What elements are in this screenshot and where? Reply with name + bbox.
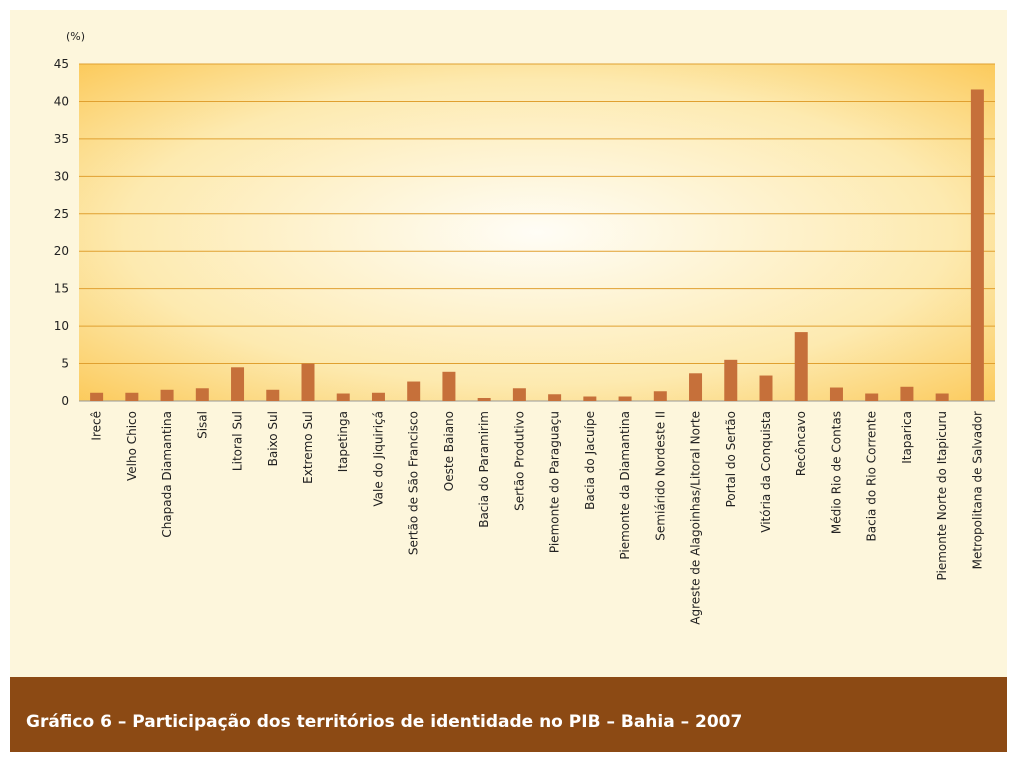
bar [724, 359, 738, 401]
x-tick-label: Médio Rio de Contas [829, 411, 843, 534]
x-tick-label: Itapetinga [336, 411, 350, 472]
y-tick-label: 35 [54, 132, 69, 146]
x-tick-label: Litoral Sul [231, 411, 245, 471]
x-tick-label: Vale do Jiquiriçá [371, 411, 385, 507]
bar [231, 367, 245, 401]
chart-title: Gráfico 6 – Participação dos territórios… [26, 712, 742, 732]
bar [900, 386, 914, 401]
bar [618, 396, 632, 401]
x-tick-label: Portal do Sertão [724, 411, 738, 507]
x-tick-label: Oeste Baiano [442, 411, 456, 491]
x-tick-label: Itaparica [900, 411, 914, 464]
bar [829, 387, 843, 401]
bar [548, 394, 562, 401]
x-tick-label: Bacia do Paramirim [477, 411, 491, 528]
x-tick-label: Baixo Sul [266, 411, 280, 466]
x-tick-label: Sertão de São Francisco [407, 411, 421, 555]
bar [336, 393, 350, 401]
x-tick-label: Recôncavo [794, 411, 808, 476]
bar [583, 396, 597, 401]
bar [653, 391, 667, 401]
x-tick-label: Vitória da Conquista [759, 411, 773, 533]
bar [512, 388, 526, 401]
y-tick-label: 15 [54, 282, 69, 296]
bar [160, 389, 174, 401]
x-tick-label: Irecê [90, 411, 104, 441]
plot-area [79, 64, 995, 401]
bar [195, 388, 209, 401]
bar [90, 392, 104, 401]
bar [442, 371, 456, 401]
y-axis-unit: (%) [66, 30, 85, 43]
y-tick-label: 5 [61, 357, 69, 371]
x-tick-label: Bacia do Rio Corrente [865, 411, 879, 541]
x-tick-label: Sertão Produtivo [512, 411, 526, 511]
x-tick-label: Chapada Diamantina [160, 411, 174, 538]
y-tick-label: 40 [54, 94, 69, 108]
bar [689, 373, 703, 401]
y-tick-label: 20 [54, 244, 69, 258]
x-tick-label: Sisal [195, 411, 209, 439]
x-tick-label: Piemonte Norte do Itapicuru [935, 411, 949, 580]
x-tick-label: Extremo Sul [301, 411, 315, 484]
bar [301, 363, 315, 401]
bar [266, 389, 280, 401]
x-tick-label: Agreste de Alagoinhas/Litoral Norte [689, 411, 703, 625]
x-tick-label: Piemonte do Paraguaçu [548, 411, 562, 553]
footer [10, 677, 1007, 752]
bar [794, 332, 808, 401]
bar [970, 89, 984, 401]
y-tick-label: 25 [54, 207, 69, 221]
y-tick-label: 30 [54, 169, 69, 183]
bar [759, 375, 773, 401]
bar [865, 393, 879, 401]
bar [477, 398, 491, 401]
x-tick-label: Bacia do Jacuípe [583, 411, 597, 510]
bar [371, 392, 385, 401]
x-tick-label: Velho Chico [125, 411, 139, 481]
y-tick-label: 45 [54, 57, 69, 71]
y-tick-label: 0 [61, 394, 69, 408]
bar [935, 393, 949, 401]
bar [125, 392, 139, 401]
y-tick-label: 10 [54, 319, 69, 333]
x-tick-label: Piemonte da Diamantina [618, 411, 632, 560]
x-tick-label: Semiárido Nordeste II [653, 411, 667, 541]
bar [407, 381, 421, 401]
x-tick-label: Metropolitana de Salvador [970, 411, 984, 569]
